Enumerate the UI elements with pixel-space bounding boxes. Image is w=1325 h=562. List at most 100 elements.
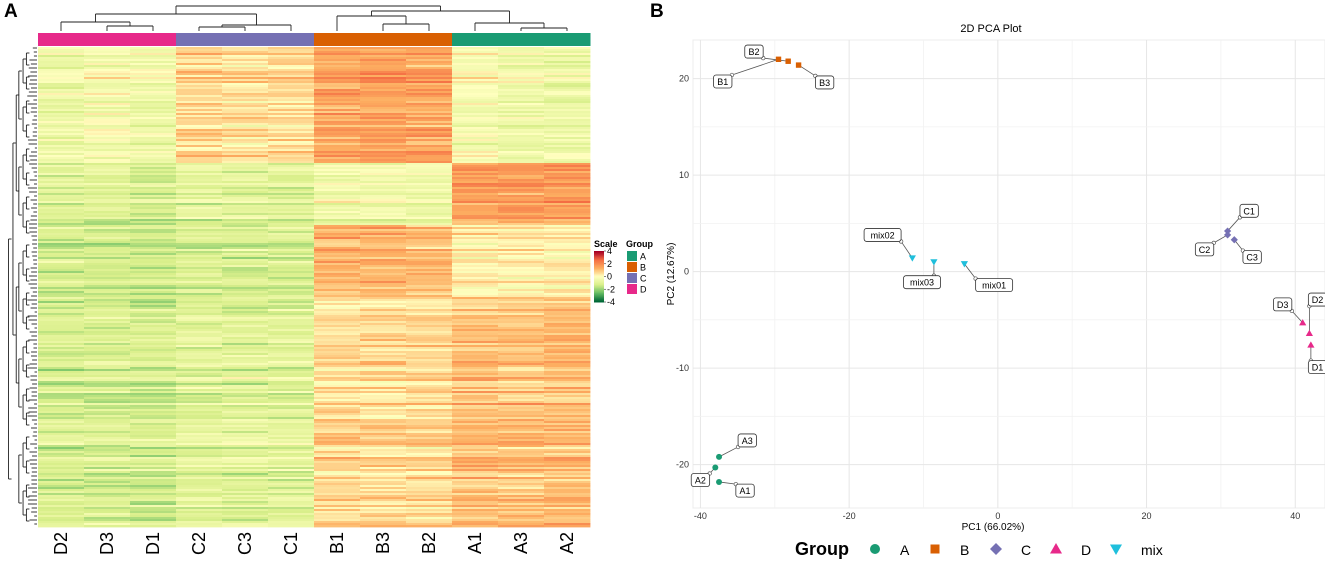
heatmap-cell [84,223,131,226]
heatmap-cell [84,403,131,406]
heatmap-cell [222,311,269,314]
heatmap-cell [268,305,315,308]
x-tick-label: 40 [1290,511,1300,521]
heatmap-cell [84,355,131,358]
heatmap-cell [406,489,453,492]
heatmap-cell [406,279,453,282]
heatmap-cell [314,143,361,146]
heatmap-cell [38,273,85,276]
heatmap-cell [544,353,591,356]
heatmap-cell [176,309,223,312]
heatmap-cell [38,215,85,218]
heatmap-cell [176,73,223,76]
heatmap-cell [360,475,407,478]
heatmap-cell [38,73,85,76]
heatmap-cell [452,127,499,130]
heatmap-cell [222,325,269,328]
heatmap-cell [360,245,407,248]
heatmap-cell [360,105,407,108]
heatmap-cell [268,97,315,100]
heatmap-cell [130,413,177,416]
heatmap-cell [406,71,453,74]
heatmap-cell [84,517,131,520]
heatmap-cell [498,237,545,240]
heatmap-cell [544,453,591,456]
heatmap-cell [544,459,591,462]
heatmap-cell [360,193,407,196]
heatmap-cell [314,183,361,186]
heatmap-cell [176,351,223,354]
heatmap-cell [176,437,223,440]
heatmap-cell [176,501,223,504]
heatmap-cell [130,443,177,446]
heatmap-cell [268,199,315,202]
heatmap-cell [314,321,361,324]
heatmap-cell [452,209,499,212]
heatmap-cell [176,175,223,178]
heatmap-cell [38,231,85,234]
heatmap-cell [406,365,453,368]
heatmap-cell [452,231,499,234]
heatmap-cell [544,381,591,384]
heatmap-cell [406,287,453,290]
heatmap-cell [544,151,591,154]
heatmap-cell [130,321,177,324]
heatmap-cell [314,409,361,412]
heatmap-cell [406,367,453,370]
heatmap-cell [176,105,223,108]
heatmap-cell [360,167,407,170]
heatmap-cell [176,489,223,492]
data-points [712,56,1315,485]
heatmap-cell [498,441,545,444]
heatmap-cell [360,89,407,92]
heatmap-cell [222,367,269,370]
heatmap-cell [176,331,223,334]
heatmap-cell [498,151,545,154]
heatmap-cell [544,247,591,250]
heatmap-cell [452,309,499,312]
heatmap-cell [314,79,361,82]
heatmap-cell [38,329,85,332]
heatmap-cell [498,269,545,272]
heatmap-cell [176,447,223,450]
heatmap-cell [176,495,223,498]
heatmap-cell [314,431,361,434]
heatmap-cell [84,263,131,266]
heatmap-cell [360,405,407,408]
heatmap-cell [544,455,591,458]
heatmap-cell [544,53,591,56]
heatmap-cell [130,287,177,290]
heatmap-cell [130,251,177,254]
heatmap-cell [84,495,131,498]
heatmap-cell [544,483,591,486]
heatmap-cell [222,115,269,118]
heatmap-cell [314,417,361,420]
heatmap-cell [176,213,223,216]
heatmap-cell [314,473,361,476]
heatmap-cell [406,177,453,180]
heatmap-cell [498,307,545,310]
heatmap-cell [130,477,177,480]
heatmap-cell [176,323,223,326]
heatmap-cell [498,101,545,104]
heatmap-cell [544,519,591,522]
heatmap-cell [222,253,269,256]
heatmap-cell [222,411,269,414]
heatmap-cell [406,465,453,468]
heatmap-cell [268,169,315,172]
heatmap-cell [544,267,591,270]
heatmap-cell [406,215,453,218]
heatmap-cell [406,505,453,508]
heatmap-cell [268,119,315,122]
heatmap-cell [452,327,499,330]
heatmap-cell [222,443,269,446]
heatmap-cell [360,417,407,420]
heatmap-cell [498,433,545,436]
heatmap-cell [222,103,269,106]
heatmap-cell [222,353,269,356]
scale-gradient-step [594,257,604,260]
heatmap-cell [452,137,499,140]
heatmap-cell [406,309,453,312]
heatmap-cell [544,395,591,398]
heatmap-cell [130,335,177,338]
